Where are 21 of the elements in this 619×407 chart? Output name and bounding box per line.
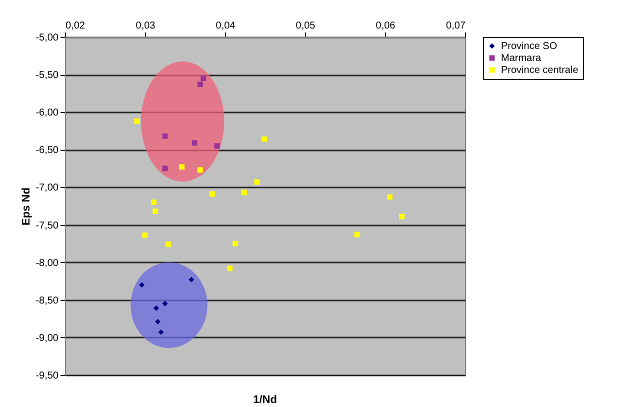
y-tick-label: -7,00 [36,182,59,194]
y-tick-label: -7,50 [36,220,59,232]
legend-label: Marmara [501,53,542,64]
y-tick-label: -8,00 [36,258,59,269]
y-tick-label: -5,50 [36,70,59,82]
y-tick-label: -5,00 [36,32,59,44]
y-tick-label: -9,00 [36,332,59,344]
x-tick-label: 0,02 [66,20,86,32]
x-tick-label: 0,07 [446,20,466,32]
y-axis-title: Eps Nd [20,188,33,226]
y-tick-label: -8,50 [36,295,59,306]
x-tick-label: 0,06 [376,20,396,32]
y-tick-label: -9,50 [36,370,59,382]
x-tick-label: 0,04 [216,20,236,32]
x-tick-label: 0,03 [136,20,156,32]
y-tick-label: -6,50 [36,145,59,156]
x-tick-label: 0,05 [296,20,316,32]
legend-label: Province centrale [501,65,579,76]
y-tick-label: -6,00 [36,108,59,119]
x-axis-title: 1/Nd [253,394,277,406]
legend-label: Province SO [501,41,558,52]
